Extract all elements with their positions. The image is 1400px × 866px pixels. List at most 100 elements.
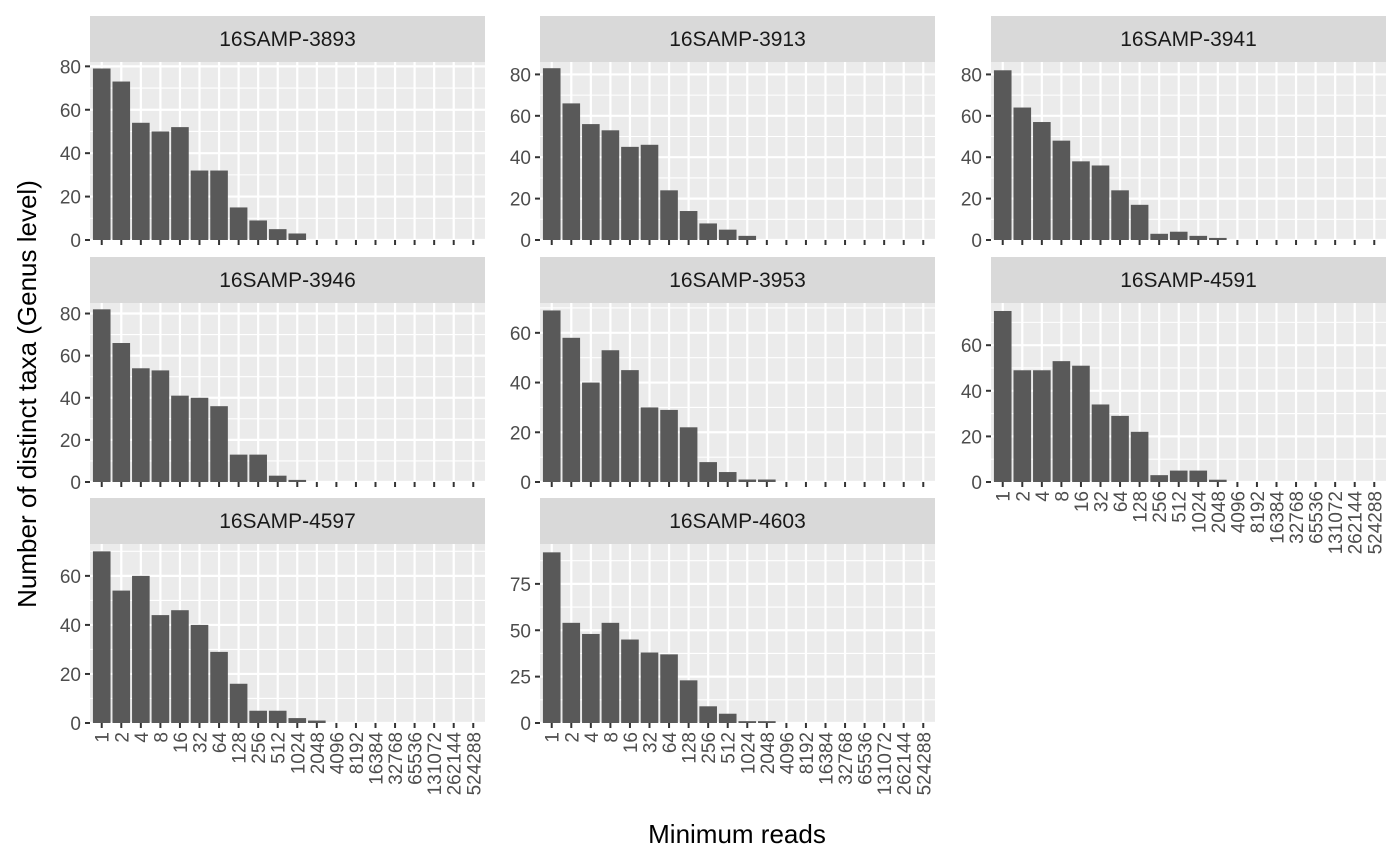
bar (210, 170, 228, 240)
y-tick-label: 20 (60, 665, 81, 686)
bar (1111, 415, 1129, 482)
y-tick-label: 0 (971, 473, 982, 494)
x-tick-label: 32768 (386, 732, 407, 785)
facet-title: 16SAMP-3941 (1120, 28, 1257, 51)
x-tick-label: 128 (680, 732, 701, 764)
x-tick-label: 2048 (758, 732, 779, 774)
bar (210, 651, 228, 723)
bar (268, 229, 287, 240)
bar (190, 397, 209, 482)
x-tick-label: 2048 (308, 732, 329, 774)
x-tick-label: 512 (1170, 491, 1191, 523)
facet-strip (540, 498, 935, 544)
bar (562, 103, 581, 240)
x-tick-label: 131072 (425, 732, 446, 795)
y-tick-label: 20 (60, 431, 81, 452)
x-tick-label: 4096 (1228, 491, 1249, 533)
x-tick-label: 524288 (914, 732, 935, 795)
bar (542, 552, 561, 723)
x-tick-label: 16384 (816, 732, 837, 785)
facet-panel: 16SAMP-3913 0 20 40 60 80 (510, 16, 935, 252)
y-tick-label: 0 (70, 714, 81, 735)
bar (229, 454, 248, 482)
facet-strip (90, 257, 485, 303)
y-tick-label: 60 (60, 567, 81, 588)
x-tick-label: 4 (132, 732, 153, 743)
bar (112, 81, 131, 240)
bar (621, 639, 639, 723)
bar (993, 70, 1012, 240)
bar (229, 683, 248, 723)
bar (308, 720, 326, 723)
bar (190, 624, 209, 723)
bar (601, 350, 620, 482)
y-tick-label: 80 (60, 305, 81, 326)
bar (621, 146, 639, 240)
y-tick-label: 25 (510, 668, 531, 689)
x-tick-label: 262144 (1346, 491, 1367, 555)
x-tick-label: 8192 (1248, 491, 1269, 533)
x-tick-label: 32768 (1287, 491, 1308, 544)
x-tick-label: 1 (93, 732, 114, 743)
bar (151, 131, 170, 240)
y-tick-label: 20 (60, 188, 81, 209)
x-tick-label: 2 (112, 732, 133, 743)
x-tick-label: 128 (1131, 491, 1152, 523)
bar (679, 211, 698, 240)
y-tick-label: 40 (60, 616, 81, 637)
bar (738, 721, 757, 723)
bar (288, 479, 307, 482)
x-tick-label: 262144 (895, 732, 916, 796)
bar (1130, 431, 1149, 482)
bar (738, 235, 757, 240)
x-tick-label: 16 (1072, 491, 1093, 512)
facet-panel: 16SAMP-4597 0 20 40 60 1248163264128256512102… (60, 498, 485, 795)
facet-title: 16SAMP-3953 (669, 269, 806, 292)
bar (601, 622, 620, 723)
bar (679, 427, 698, 482)
y-tick-label: 75 (510, 575, 531, 596)
y-tick-label: 60 (510, 324, 531, 345)
bar (1209, 479, 1227, 482)
bar (718, 472, 737, 482)
bar (1013, 370, 1032, 482)
bar (679, 680, 698, 723)
bar (132, 368, 150, 482)
bar (582, 633, 600, 723)
x-tick-label: 524288 (1365, 491, 1386, 554)
y-tick-label: 60 (961, 336, 982, 357)
x-tick-label: 1 (994, 491, 1015, 502)
bar (171, 610, 189, 723)
facet-panel: 16SAMP-3953 0 20 40 60 (510, 257, 935, 494)
bar (268, 710, 287, 723)
bar (249, 454, 267, 482)
bar (1130, 204, 1149, 240)
x-tick-label: 512 (269, 732, 290, 764)
x-tick-label: 4096 (777, 732, 798, 774)
x-tick-label: 64 (1111, 491, 1132, 513)
facet-title: 16SAMP-4603 (669, 510, 806, 533)
bar (1033, 122, 1051, 240)
y-tick-label: 60 (510, 107, 531, 128)
bar (718, 229, 737, 240)
y-tick-label: 40 (60, 389, 81, 410)
bar (1169, 231, 1188, 240)
y-tick-label: 80 (60, 57, 81, 78)
x-tick-label: 65536 (1307, 491, 1328, 544)
bar (660, 409, 678, 482)
x-tick-label: 8192 (347, 732, 368, 774)
x-tick-label: 16384 (366, 732, 387, 785)
x-tick-label: 131072 (875, 732, 896, 795)
bar (660, 190, 678, 240)
bar (1111, 190, 1129, 240)
bar (758, 479, 776, 482)
bar (1169, 470, 1188, 482)
facet-strip (90, 16, 485, 62)
bar (171, 127, 189, 240)
bar (288, 718, 307, 723)
bar (621, 370, 639, 482)
y-tick-label: 40 (60, 144, 81, 165)
y-tick-label: 20 (510, 190, 531, 211)
bar (249, 220, 267, 240)
x-tick-label: 32 (191, 732, 212, 753)
